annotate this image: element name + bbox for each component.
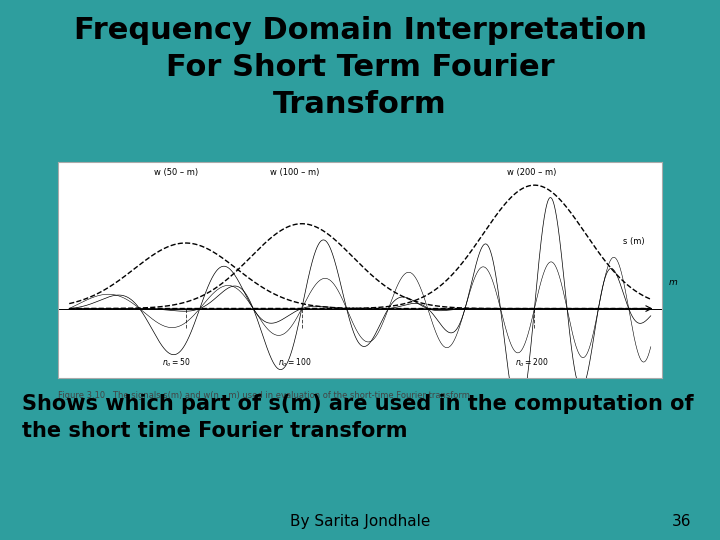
Text: $n_o = 200$: $n_o = 200$ (515, 356, 549, 368)
Text: Figure 3.10   The signals s(m) and w(n – m) used in evaluation of the short-time: Figure 3.10 The signals s(m) and w(n – m… (58, 392, 472, 401)
Text: Shows which part of s(m) are used in the computation of
the short time Fourier t: Shows which part of s(m) are used in the… (22, 394, 693, 441)
Text: s (m): s (m) (623, 237, 644, 246)
Text: $n_o = 50$: $n_o = 50$ (162, 356, 191, 368)
Text: w (200 – m): w (200 – m) (508, 168, 557, 177)
Text: Frequency Domain Interpretation
For Short Term Fourier
Transform: Frequency Domain Interpretation For Shor… (73, 16, 647, 119)
Text: By Sarita Jondhale: By Sarita Jondhale (290, 514, 430, 529)
Text: $n_o = 100$: $n_o = 100$ (278, 356, 312, 368)
Text: m: m (668, 278, 678, 287)
Text: w (50 – m): w (50 – m) (154, 168, 198, 177)
Text: w (100 – m): w (100 – m) (270, 168, 320, 177)
Text: 36: 36 (672, 514, 691, 529)
